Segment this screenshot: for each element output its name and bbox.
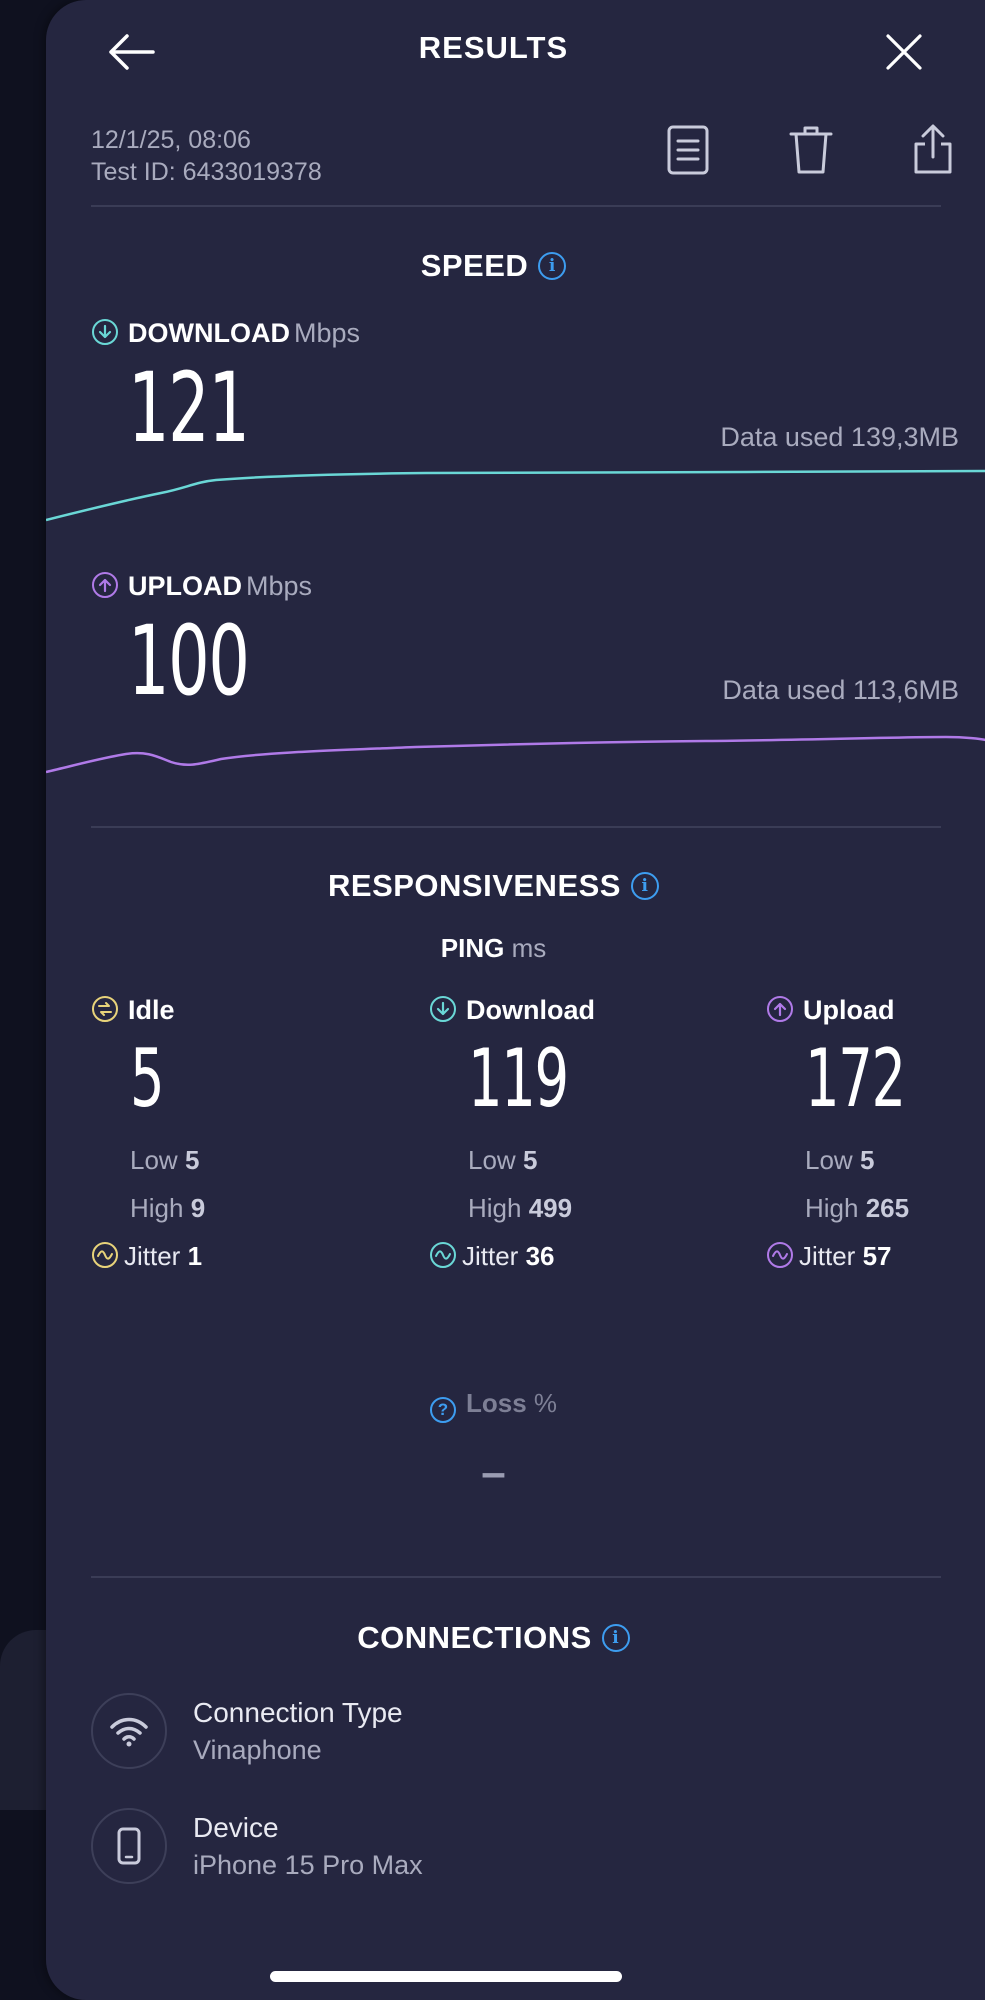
upload-arrow-icon xyxy=(767,996,793,1022)
upload-arrow-icon xyxy=(92,572,118,598)
idle-jitter: Jitter 1 xyxy=(92,1232,352,1280)
close-icon xyxy=(886,34,922,70)
download-high: High 499 xyxy=(468,1193,573,1223)
upload-high: High 265 xyxy=(805,1193,910,1223)
back-button[interactable] xyxy=(101,22,161,82)
device-row: Device iPhone 15 Pro Max xyxy=(91,1808,891,1884)
upload-ping-heading: Upload xyxy=(767,995,985,1026)
close-button[interactable] xyxy=(874,22,934,82)
loss-heading: ? Loss % xyxy=(46,1388,941,1423)
connection-type-row: Connection Type Vinaphone xyxy=(91,1693,891,1769)
arrow-left-icon xyxy=(109,34,155,70)
connection-type-label: Connection Type xyxy=(193,1697,403,1728)
help-icon[interactable]: ? xyxy=(429,1397,456,1423)
ping-upload-column: Upload 172 Low 5 High 265 Jitter 57 xyxy=(767,995,985,1280)
device-label: Device xyxy=(193,1812,279,1843)
download-ping-value: 119 xyxy=(468,1032,569,1125)
download-label: DOWNLOAD xyxy=(128,318,290,348)
responsiveness-section-title: RESPONSIVENESS i xyxy=(46,866,941,904)
download-ping-heading: Download xyxy=(430,995,690,1026)
idle-high: High 9 xyxy=(130,1193,206,1223)
wifi-icon xyxy=(110,1717,148,1747)
responsiveness-divider xyxy=(91,1576,941,1578)
connections-section-title: CONNECTIONS i xyxy=(46,1618,941,1656)
download-ping-label: Download xyxy=(466,995,595,1025)
home-indicator[interactable] xyxy=(270,1971,622,1982)
download-low: Low 5 xyxy=(468,1145,538,1175)
idle-ping-value: 5 xyxy=(130,1032,165,1125)
download-label-row: DOWNLOAD Mbps xyxy=(92,318,360,349)
device-icon-circle xyxy=(91,1808,167,1884)
loss-unit: % xyxy=(533,1388,558,1418)
results-sheet: RESULTS 12/1/25, 08:06 Test ID: 64330193… xyxy=(46,0,985,2000)
info-icon[interactable]: i xyxy=(601,1623,630,1652)
info-icon[interactable]: i xyxy=(538,251,567,280)
upload-speed-graph xyxy=(46,735,985,774)
ping-heading: PING ms xyxy=(46,933,941,964)
responsiveness-title: RESPONSIVENESS xyxy=(328,867,621,903)
upload-ping-label: Upload xyxy=(803,995,895,1025)
download-arrow-icon xyxy=(430,996,456,1022)
test-id: Test ID: 6433019378 xyxy=(91,158,322,186)
idle-label: Idle xyxy=(128,995,175,1025)
device-value: iPhone 15 Pro Max xyxy=(193,1850,423,1880)
share-icon xyxy=(914,124,952,174)
upload-unit: Mbps xyxy=(246,571,313,601)
trash-icon xyxy=(789,126,833,174)
upload-jitter: Jitter 57 xyxy=(767,1232,985,1280)
download-unit: Mbps xyxy=(293,318,361,348)
idle-low: Low 5 xyxy=(130,1145,200,1175)
upload-ping-value: 172 xyxy=(805,1032,906,1125)
jitter-icon xyxy=(92,1242,118,1268)
ping-idle-column: Idle 5 Low 5 High 9 Jitter 1 xyxy=(92,995,352,1280)
connections-title: CONNECTIONS xyxy=(357,1619,592,1655)
speed-section-title: SPEED i xyxy=(46,246,941,284)
loss-label: Loss xyxy=(465,1388,527,1418)
jitter-icon xyxy=(430,1242,456,1268)
speed-divider xyxy=(91,826,941,828)
upload-data-used: Data used 113,6MB xyxy=(722,675,959,705)
upload-speed-value: 100 xyxy=(128,605,250,717)
download-data-used: Data used 139,3MB xyxy=(720,422,959,452)
header-divider xyxy=(91,205,941,207)
phone-icon xyxy=(117,1827,141,1865)
idle-icon xyxy=(92,996,118,1022)
download-speed-value: 121 xyxy=(128,352,250,464)
info-icon[interactable]: i xyxy=(630,871,659,900)
upload-low: Low 5 xyxy=(805,1145,875,1175)
loss-value: – xyxy=(481,1448,506,1497)
ping-download-column: Download 119 Low 5 High 499 Jitter 36 xyxy=(430,995,690,1280)
connection-type-value: Vinaphone xyxy=(193,1735,322,1765)
connection-icon-circle xyxy=(91,1693,167,1769)
ping-label: PING xyxy=(440,933,505,963)
test-date: 12/1/25, 08:06 xyxy=(91,126,251,154)
test-meta: 12/1/25, 08:06 Test ID: 6433019378 xyxy=(91,124,322,188)
device-text: Device iPhone 15 Pro Max xyxy=(193,1812,423,1881)
jitter-icon xyxy=(767,1242,793,1268)
download-jitter: Jitter 36 xyxy=(430,1232,690,1280)
upload-label-row: UPLOAD Mbps xyxy=(92,571,312,602)
download-arrow-icon xyxy=(92,319,118,345)
share-button[interactable] xyxy=(903,118,963,180)
download-speed-graph xyxy=(46,469,985,522)
connection-type-text: Connection Type Vinaphone xyxy=(193,1697,403,1766)
page-title: RESULTS xyxy=(418,30,569,65)
speed-title: SPEED xyxy=(420,247,529,283)
idle-heading: Idle xyxy=(92,995,352,1026)
ping-unit: ms xyxy=(511,933,547,963)
delete-button[interactable] xyxy=(781,120,841,180)
upload-label: UPLOAD xyxy=(128,571,242,601)
details-button[interactable] xyxy=(658,120,718,180)
document-icon xyxy=(667,125,709,175)
